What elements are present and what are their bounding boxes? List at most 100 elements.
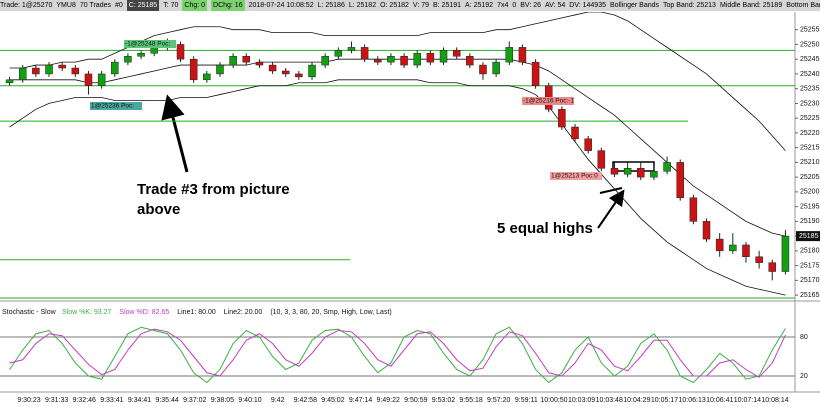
header-item: AV: 54 xyxy=(545,2,566,9)
y-tick-label: 25170 xyxy=(800,277,820,284)
x-tick-label: 10:03:48 xyxy=(596,397,623,404)
header-item: DChg: 16 xyxy=(211,0,245,11)
candle-body xyxy=(479,64,487,75)
x-tick-label: 9:35:44 xyxy=(155,397,178,404)
candle-body xyxy=(374,58,382,63)
y-tick-label: 80 xyxy=(800,334,808,341)
candle-body xyxy=(663,162,671,172)
candle-body xyxy=(255,61,264,66)
x-tick-label: 10:08:14 xyxy=(761,397,788,404)
header-item: L: 25182 xyxy=(348,2,377,9)
y-tick-label: 25190 xyxy=(800,218,820,225)
y-tick-label: 25245 xyxy=(800,56,820,63)
candle-body xyxy=(452,50,461,57)
candle-body xyxy=(189,58,198,81)
x-tick-label: 10:06:41 xyxy=(706,397,733,404)
candle-body xyxy=(150,47,158,54)
candle-body xyxy=(413,53,421,66)
candle-body xyxy=(768,262,777,272)
candle-body xyxy=(229,55,237,66)
header-item: Bollinger Bands xyxy=(609,2,660,9)
stoch-line xyxy=(9,326,786,384)
candle-body xyxy=(650,170,658,178)
band-line xyxy=(9,79,786,296)
candle-body xyxy=(203,73,211,81)
stoch-title: Stochastic - Slow xyxy=(2,309,57,316)
header: Trade: 1@25270 YMU8 70 Trades #0 C: 25185 T: … xyxy=(0,0,820,11)
x-tick-label: 10:07:14 xyxy=(734,397,761,404)
x-tick-label: 10:00:50 xyxy=(540,397,567,404)
candle-body xyxy=(347,47,356,51)
header-item: B: 25191 xyxy=(433,2,462,9)
y-tick-label: 25230 xyxy=(800,100,820,107)
header-item: 2018-07-24 10:08:52 xyxy=(248,2,314,9)
candle-body xyxy=(400,55,408,66)
candle-body xyxy=(715,238,724,252)
header-item: 7x4 xyxy=(497,2,509,9)
candle-body xyxy=(321,55,329,66)
y-tick-label: 25200 xyxy=(800,189,820,196)
y-tick-label: 25180 xyxy=(800,248,820,255)
y-tick-label: 25205 xyxy=(800,174,820,181)
arrow xyxy=(161,94,189,173)
highlight-box xyxy=(612,161,655,172)
order-label: -1@25248 Poc: xyxy=(125,41,170,48)
y-tick-label: 25215 xyxy=(800,144,820,151)
candle-body xyxy=(216,64,224,75)
candle-body xyxy=(84,73,93,86)
header-item: Trade: 1@25270 xyxy=(0,2,53,9)
y-tick-label: 20 xyxy=(800,373,808,380)
x-tick-label: 9:49:22 xyxy=(377,397,400,404)
y-tick-label: 25255 xyxy=(800,27,820,34)
candle-body xyxy=(137,53,145,57)
header-item: BV: 26 xyxy=(520,2,542,9)
candle-body xyxy=(755,256,763,263)
order-label: 1@25236 Poc: xyxy=(91,103,134,110)
header-item: #0 xyxy=(114,2,123,9)
candle-body xyxy=(334,50,343,57)
y-tick-label: 25220 xyxy=(800,130,820,137)
x-tick-label: 9:37:02 xyxy=(183,397,206,404)
header-item: O: 25182 xyxy=(380,2,409,9)
candle-body xyxy=(242,55,251,63)
header-item: Top Band: 25213 xyxy=(663,2,716,9)
candle-body xyxy=(610,168,619,175)
y-tick-label: 25165 xyxy=(800,292,820,299)
x-tick-label: 9:47:14 xyxy=(349,397,372,404)
candle-body xyxy=(505,47,514,63)
last-price-box xyxy=(796,231,820,242)
x-tick-label: 9:34:41 xyxy=(128,397,151,404)
candle-body xyxy=(742,244,750,258)
candle-body xyxy=(32,67,40,75)
candle-body xyxy=(781,235,790,272)
header-item: L: 25186 xyxy=(317,2,345,9)
stoch-legend: Line1: 80.00 xyxy=(177,309,216,316)
x-tick-label: 10:04:29 xyxy=(623,397,650,404)
x-tick-label: 9:30:23 xyxy=(17,397,40,404)
x-tick-label: 9:45:02 xyxy=(321,397,344,404)
x-tick-label: 9:50:59 xyxy=(404,397,427,404)
candle-body xyxy=(518,47,527,63)
y-tick-label: 25175 xyxy=(800,262,820,269)
candle-body xyxy=(360,47,369,60)
candle-body xyxy=(689,197,698,222)
x-tick-label: 9:38:05 xyxy=(211,397,234,404)
order-label: -1@25216 Poc:-1 xyxy=(523,98,574,105)
candle-body xyxy=(676,162,684,199)
candle-body xyxy=(18,67,27,81)
candle-body xyxy=(268,64,277,72)
y-tick-label: 25240 xyxy=(800,71,820,78)
candle-body xyxy=(623,168,632,175)
order-tag xyxy=(90,102,142,110)
x-tick-label: 9:31:33 xyxy=(45,397,68,404)
annotation: Trade #3 from picture above xyxy=(137,181,290,218)
candle-body xyxy=(637,168,645,178)
candle-body xyxy=(426,53,435,63)
candle-body xyxy=(281,70,290,75)
x-tick-label: 9:40:10 xyxy=(238,397,261,404)
x-tick-label: 9:59:11 xyxy=(515,397,538,404)
x-tick-label: 9:42:58 xyxy=(294,397,317,404)
order-tag xyxy=(522,97,574,105)
header-item: Chg: 0 xyxy=(182,0,208,11)
